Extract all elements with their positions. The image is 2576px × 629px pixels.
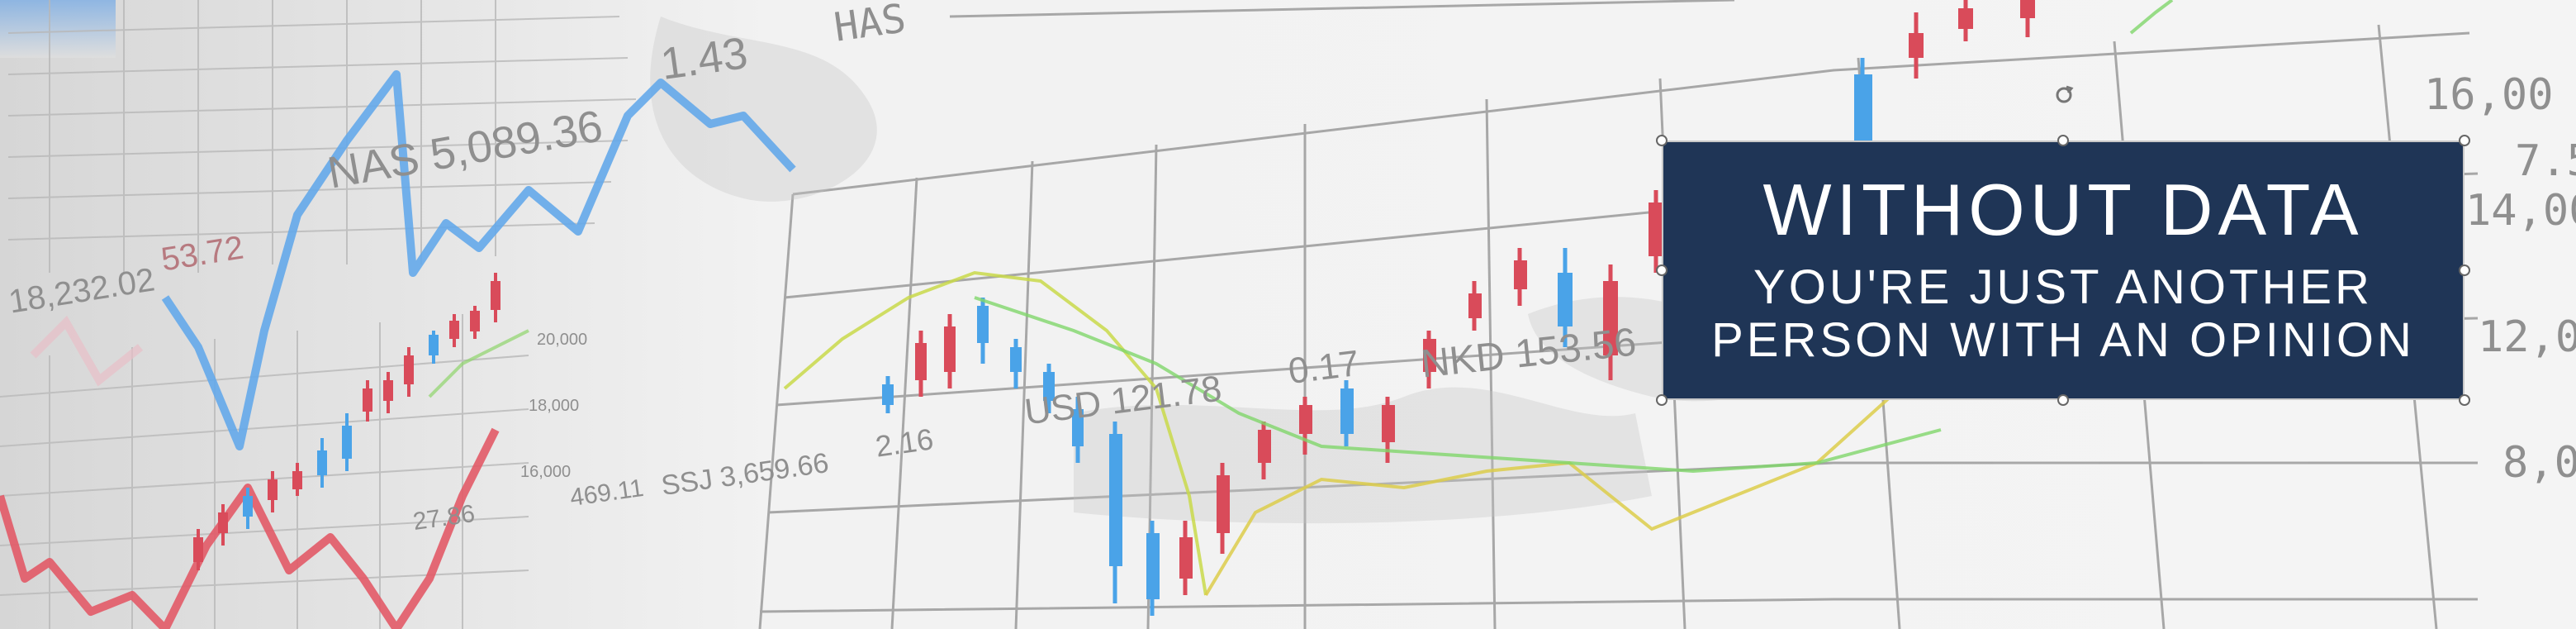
resize-handle-middle-right[interactable] bbox=[2459, 264, 2470, 276]
quote-line-1: WITHOUT DATA bbox=[1762, 174, 2363, 246]
resize-handle-bottom-center[interactable] bbox=[2057, 394, 2069, 406]
right-axis-label-1: 16,00 bbox=[2424, 70, 2554, 120]
resize-handle-top-left[interactable] bbox=[1656, 135, 1668, 146]
axis-label-20000: 20,000 bbox=[537, 331, 587, 350]
usd-change-label: 0.17 bbox=[1286, 343, 1361, 393]
rotate-handle-icon[interactable] bbox=[2053, 84, 2075, 106]
right-axis-label-5: 8,0 bbox=[2502, 438, 2576, 488]
resize-handle-bottom-right[interactable] bbox=[2459, 394, 2470, 406]
quote-line-2: YOU'RE JUST ANOTHER bbox=[1753, 261, 2373, 314]
quote-text-box[interactable]: WITHOUT DATA YOU'RE JUST ANOTHER PERSON … bbox=[1662, 141, 2465, 400]
resize-handle-top-center[interactable] bbox=[2057, 135, 2069, 146]
axis-label-18000: 18,000 bbox=[529, 397, 579, 416]
right-axis-label-4: 12,0 bbox=[2478, 312, 2576, 362]
quote-line-3: PERSON WITH AN OPINION bbox=[1711, 314, 2415, 367]
resize-handle-middle-left[interactable] bbox=[1656, 264, 1668, 276]
resize-handle-top-right[interactable] bbox=[2459, 135, 2470, 146]
axis-label-16000: 16,000 bbox=[520, 463, 571, 482]
resize-handle-bottom-left[interactable] bbox=[1656, 394, 1668, 406]
right-axis-label-2: 7.5 bbox=[2515, 136, 2576, 186]
right-axis-label-3: 14,00 bbox=[2465, 186, 2576, 236]
